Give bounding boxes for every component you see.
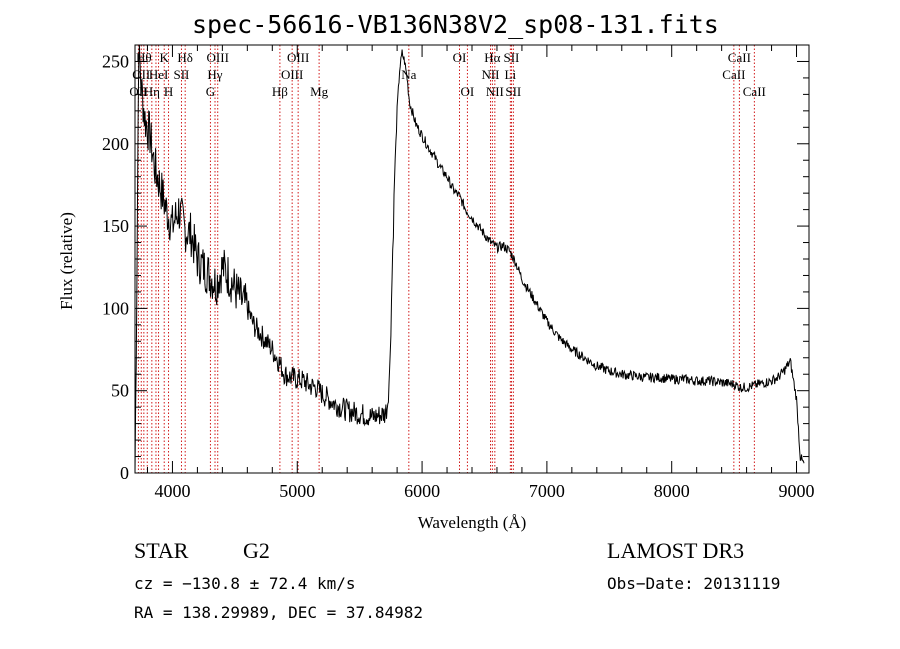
chart-title: spec-56616-VB136N38V2_sp08-131.fits bbox=[192, 10, 719, 39]
redshift-cz: cz = −130.8 ± 72.4 km/s bbox=[134, 574, 356, 593]
line-marker-label: OI bbox=[453, 50, 467, 65]
y-axis-label: Flux (relative) bbox=[57, 212, 76, 310]
line-marker-label: Hδ bbox=[177, 50, 193, 65]
line-marker-label: Hα bbox=[484, 50, 500, 65]
y-tick-label: 250 bbox=[102, 51, 129, 71]
line-marker-label: Na bbox=[401, 67, 416, 82]
line-marker-label: H bbox=[164, 84, 173, 99]
line-marker-label: Hη bbox=[144, 84, 160, 99]
x-tick-label: 9000 bbox=[779, 481, 815, 501]
x-tick-label: 5000 bbox=[279, 481, 315, 501]
line-marker-label: NII bbox=[481, 67, 499, 82]
emission-line-markers bbox=[137, 45, 755, 473]
y-tick-label: 150 bbox=[102, 216, 129, 236]
x-tick-label: 8000 bbox=[654, 481, 690, 501]
line-marker-label: SII bbox=[505, 84, 521, 99]
coordinates: RA = 138.29989, DEC = 37.84982 bbox=[134, 603, 423, 622]
object-type: STAR bbox=[134, 538, 189, 563]
x-tick-label: 7000 bbox=[529, 481, 565, 501]
x-axis-label: Wavelength (Å) bbox=[418, 513, 527, 532]
line-marker-label: CaII bbox=[722, 67, 745, 82]
observation-date: Obs−Date: 20131119 bbox=[607, 574, 781, 593]
line-marker-label: OIII bbox=[207, 50, 229, 65]
line-marker-label: HeI bbox=[149, 67, 169, 82]
line-marker-label: K bbox=[160, 50, 170, 65]
x-tick-label: 4000 bbox=[154, 481, 190, 501]
line-marker-label: CaII bbox=[743, 84, 766, 99]
line-marker-label: CaII bbox=[728, 50, 751, 65]
x-axis-ticks: 4000 5000 6000 7000 8000 9000 bbox=[146, 45, 815, 501]
line-marker-label: Mg bbox=[310, 84, 329, 99]
x-tick-label: 6000 bbox=[404, 481, 440, 501]
y-tick-label: 200 bbox=[102, 134, 129, 154]
line-marker-label: OI bbox=[461, 84, 475, 99]
line-marker-label: SII bbox=[173, 67, 189, 82]
y-tick-label: 0 bbox=[120, 463, 129, 483]
line-marker-label: G bbox=[206, 84, 215, 99]
spectrum-line bbox=[134, 44, 805, 474]
line-marker-label: Li bbox=[505, 67, 517, 82]
spectral-subclass: G2 bbox=[243, 538, 270, 563]
line-marker-label: NII bbox=[486, 84, 504, 99]
line-marker-label: OIII bbox=[287, 50, 309, 65]
line-marker-label: OIII bbox=[281, 67, 303, 82]
survey-name: LAMOST DR3 bbox=[607, 538, 745, 563]
y-axis-ticks: 0 50 100 150 200 250 bbox=[102, 51, 809, 483]
y-tick-label: 100 bbox=[102, 298, 129, 318]
line-marker-label: SII bbox=[503, 50, 519, 65]
y-tick-label: 50 bbox=[111, 381, 129, 401]
line-marker-label: Hγ bbox=[207, 67, 222, 82]
line-marker-label: Hβ bbox=[272, 84, 288, 99]
